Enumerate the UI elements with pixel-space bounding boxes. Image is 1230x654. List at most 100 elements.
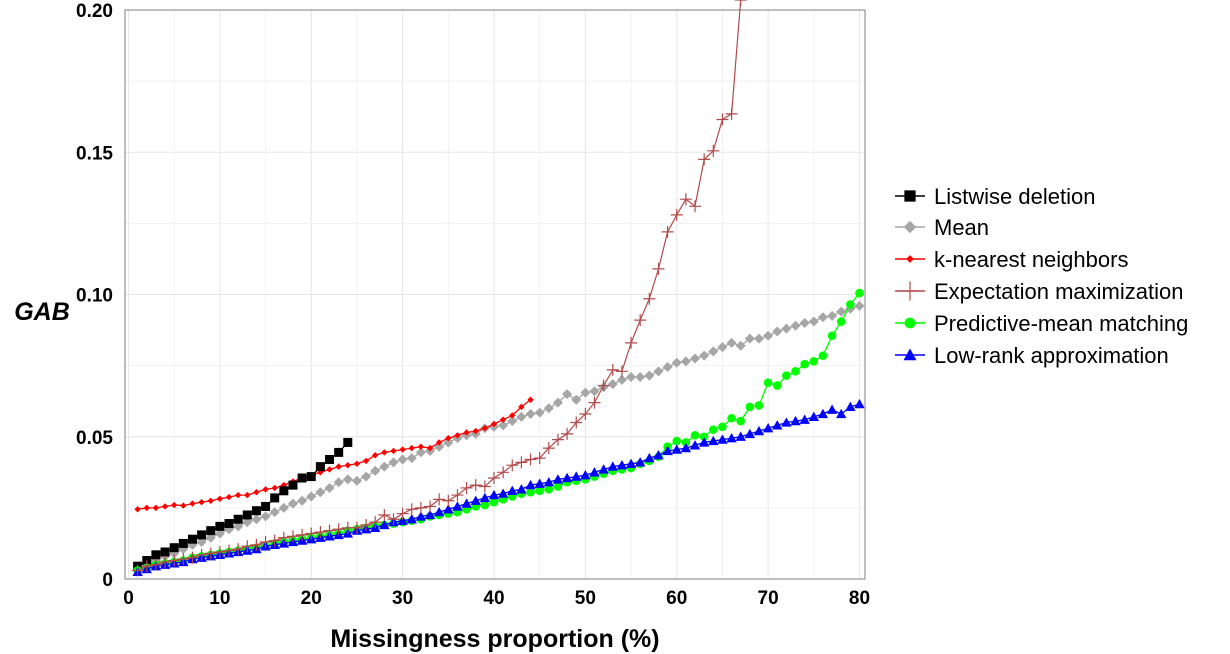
data-point <box>279 486 289 496</box>
data-point <box>662 445 673 456</box>
data-point <box>745 402 755 412</box>
data-point <box>360 518 373 531</box>
data-point <box>672 436 682 446</box>
data-point <box>670 208 683 221</box>
data-point <box>589 386 600 397</box>
legend-item: Listwise deletion <box>895 184 1095 209</box>
data-point <box>698 437 710 447</box>
data-point <box>904 317 916 329</box>
data-point <box>643 292 656 305</box>
data-point <box>479 492 491 503</box>
data-point <box>561 427 574 440</box>
data-point <box>661 225 674 238</box>
data-point <box>625 336 638 349</box>
data-point <box>314 526 327 539</box>
data-point <box>781 417 792 427</box>
data-point <box>424 509 436 520</box>
data-point <box>443 504 454 514</box>
data-point <box>152 504 160 512</box>
data-point <box>442 494 455 507</box>
data-point <box>725 107 738 120</box>
data-point <box>543 403 554 414</box>
data-point <box>270 493 280 503</box>
data-point <box>215 521 225 531</box>
data-point <box>216 495 224 502</box>
data-point <box>708 346 719 357</box>
data-point <box>488 489 500 500</box>
data-point <box>698 153 711 166</box>
data-point <box>159 555 172 568</box>
data-point <box>553 482 563 491</box>
data-point <box>717 434 728 444</box>
data-point <box>244 491 251 499</box>
data-point <box>369 516 382 529</box>
data-point <box>435 439 443 446</box>
data-point <box>533 452 546 465</box>
legend: Listwise deletion Mean k-nearest neighbors… <box>895 184 1188 368</box>
data-point <box>417 443 425 450</box>
data-point <box>900 281 920 301</box>
data-point <box>543 477 555 487</box>
data-point <box>781 323 792 334</box>
data-point <box>542 442 555 455</box>
x-tick-label: 60 <box>666 588 687 609</box>
data-point <box>259 536 272 549</box>
y-tick-label: 0 <box>102 570 113 591</box>
data-point <box>616 460 628 470</box>
data-point <box>635 457 646 467</box>
data-point <box>699 350 710 361</box>
data-point <box>269 507 280 518</box>
data-point <box>809 357 819 366</box>
data-point <box>490 420 498 428</box>
data-point <box>790 320 801 331</box>
data-point <box>689 200 702 213</box>
data-point <box>343 437 353 447</box>
data-point <box>134 506 141 513</box>
data-point <box>626 372 637 383</box>
data-point <box>499 416 507 423</box>
data-point <box>472 427 479 435</box>
data-point <box>607 461 618 471</box>
data-point <box>799 317 810 328</box>
data-point <box>206 526 216 536</box>
data-point <box>763 378 773 387</box>
data-point <box>727 413 736 423</box>
data-point <box>518 403 525 411</box>
data-point <box>397 454 408 465</box>
data-point <box>234 491 242 499</box>
data-point <box>671 357 682 368</box>
data-point <box>525 408 536 419</box>
data-point <box>598 464 609 474</box>
data-point <box>362 457 370 465</box>
data-point <box>826 404 838 414</box>
data-point <box>196 537 207 548</box>
data-point <box>507 416 518 427</box>
data-point <box>808 316 819 327</box>
data-point <box>904 190 916 202</box>
data-point <box>763 330 774 341</box>
data-point <box>186 551 199 564</box>
data-point <box>606 363 619 376</box>
data-point <box>242 510 252 520</box>
data-point <box>690 353 701 364</box>
data-point <box>498 420 509 431</box>
data-point <box>406 453 417 464</box>
data-point <box>178 538 188 548</box>
data-point <box>297 495 308 506</box>
x-tick-label: 70 <box>758 588 779 609</box>
data-point <box>679 193 692 206</box>
data-point <box>662 362 673 373</box>
data-point <box>170 501 178 509</box>
data-point <box>461 498 472 508</box>
data-point <box>469 479 482 492</box>
data-point <box>607 379 618 390</box>
legend-item: Low-rank approximation <box>895 343 1169 368</box>
data-point <box>854 398 865 409</box>
data-point <box>680 442 692 453</box>
data-point <box>315 487 326 498</box>
data-point <box>589 467 600 477</box>
data-point <box>390 447 397 455</box>
data-point <box>241 540 254 553</box>
